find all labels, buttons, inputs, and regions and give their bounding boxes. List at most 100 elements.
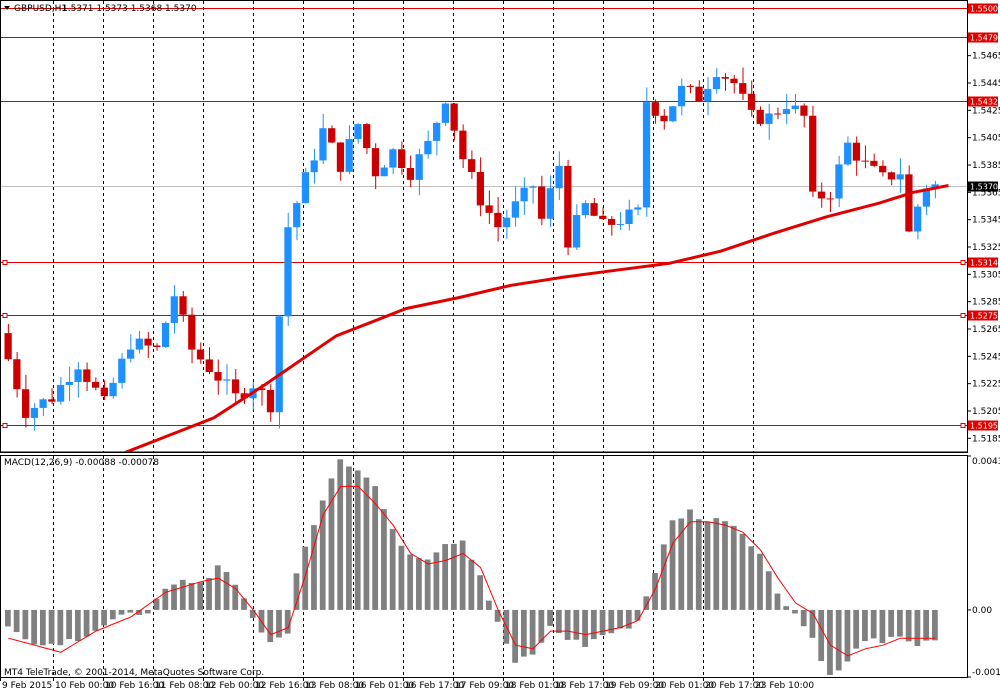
candle-body xyxy=(275,316,283,413)
time-tick-label: 17 Feb 09:00 xyxy=(455,681,514,691)
candle-body xyxy=(520,187,528,202)
price-tick-label: 1.5445 xyxy=(972,79,1000,89)
candle-body xyxy=(398,149,406,168)
macd-histogram-bar xyxy=(730,525,737,610)
candle-body xyxy=(91,381,100,388)
candle-body xyxy=(301,172,310,204)
macd-histogram-bar xyxy=(416,558,422,610)
time-tick-label: 12 Feb 16:00 xyxy=(255,681,314,691)
candle-body xyxy=(135,338,143,350)
candle-body xyxy=(153,345,161,347)
macd-histogram-bar xyxy=(660,544,667,610)
candle-body xyxy=(433,122,441,141)
level-price-badge xyxy=(968,3,998,14)
candle-body xyxy=(240,393,248,399)
level-anchor-handle[interactable] xyxy=(2,423,8,428)
macd-histogram-bar xyxy=(179,579,186,610)
candle-body xyxy=(494,212,502,228)
macd-histogram-bar xyxy=(486,600,492,610)
macd-histogram-bar xyxy=(311,525,317,610)
level-anchor-handle[interactable] xyxy=(960,260,966,265)
candle-body xyxy=(844,142,852,165)
price-tick-label: 1.5305 xyxy=(972,270,1000,280)
price-tick-label: 1.5405 xyxy=(972,134,1000,144)
candle-body xyxy=(747,93,756,110)
candle-body xyxy=(879,165,887,173)
macd-histogram-bar xyxy=(39,609,46,646)
macd-histogram-bar xyxy=(494,609,501,622)
candle-body xyxy=(380,167,388,177)
macd-histogram-bar xyxy=(214,565,221,610)
macd-histogram-bar xyxy=(914,609,921,647)
candle-body xyxy=(468,159,476,173)
candle-body xyxy=(459,130,467,160)
price-tick-label: 1.5185 xyxy=(972,434,1000,444)
candle-body xyxy=(730,78,738,84)
candle-body xyxy=(590,203,598,216)
candle-body xyxy=(363,124,371,149)
candle-body xyxy=(266,390,275,413)
macd-histogram-bar xyxy=(223,572,230,610)
candle-body xyxy=(118,358,126,383)
macd-histogram-bar xyxy=(442,544,449,610)
macd-histogram-bar xyxy=(363,477,370,610)
candle-body xyxy=(782,109,791,115)
macd-histogram-bar xyxy=(424,559,431,610)
time-tick-label: 18 Feb 01:00 xyxy=(505,681,564,691)
time-tick-label: 10 Feb 16:00 xyxy=(105,681,164,691)
macd-histogram-bar xyxy=(206,578,212,610)
dropdown-triangle-icon[interactable] xyxy=(4,6,10,10)
candle-body xyxy=(231,379,240,394)
price-tick-label: 1.5285 xyxy=(972,298,1000,308)
candle-body xyxy=(887,172,896,180)
candle-body xyxy=(931,184,939,189)
candle-body xyxy=(371,148,380,177)
macd-histogram-bar xyxy=(101,609,107,626)
candle-body xyxy=(83,369,91,382)
macd-signal-line xyxy=(8,485,936,657)
time-tick-label: 20 Feb 17:00 xyxy=(705,681,764,691)
candle-body xyxy=(852,142,861,161)
macd-histogram-bar xyxy=(538,609,545,643)
level-price-label: 1.5314 xyxy=(970,259,998,268)
time-tick-label: 9 Feb 2015 xyxy=(2,681,52,691)
macd-histogram-bar xyxy=(870,609,877,639)
level-anchor-handle[interactable] xyxy=(2,313,8,318)
macd-histogram-bar xyxy=(459,540,466,610)
candle-body xyxy=(354,124,362,140)
candle-body xyxy=(651,102,659,116)
candle-body xyxy=(144,338,152,346)
macd-histogram-bar xyxy=(625,609,632,629)
candle-body xyxy=(765,113,773,124)
candle-body xyxy=(756,109,764,124)
candle-body xyxy=(555,165,563,189)
candle-body xyxy=(13,359,21,390)
candle-body xyxy=(441,103,450,123)
candle-body xyxy=(695,86,703,102)
horizontal-levels[interactable]: 1.5500 1.5479 1.5432 1.5314 1.5275 1.5195 1.53… xyxy=(1,3,998,431)
candle-body xyxy=(258,388,266,391)
level-anchor-handle[interactable] xyxy=(960,423,966,428)
candle-body xyxy=(660,115,668,122)
macd-histogram-bar xyxy=(284,609,291,634)
level-price-label: 1.5195 xyxy=(970,422,998,431)
level-anchor-handle[interactable] xyxy=(960,313,966,318)
candle-body xyxy=(21,389,30,418)
macd-histogram-bar xyxy=(162,588,169,610)
macd-histogram-bar xyxy=(118,609,125,615)
candle-body xyxy=(485,205,493,213)
macd-histogram-bar xyxy=(398,545,405,610)
candle-body xyxy=(214,372,222,381)
candle-body xyxy=(686,85,694,87)
macd-histogram-bar xyxy=(66,609,72,640)
candle-body xyxy=(284,227,292,317)
macd-histogram-bar xyxy=(582,609,588,647)
candle-body xyxy=(826,198,834,200)
level-price-label: 1.5500 xyxy=(970,5,998,14)
level-anchor-handle[interactable] xyxy=(2,260,8,265)
candle-body xyxy=(328,128,336,143)
time-tick-label: 10 Feb 00:00 xyxy=(55,681,114,691)
macd-histogram-bar xyxy=(83,609,90,637)
